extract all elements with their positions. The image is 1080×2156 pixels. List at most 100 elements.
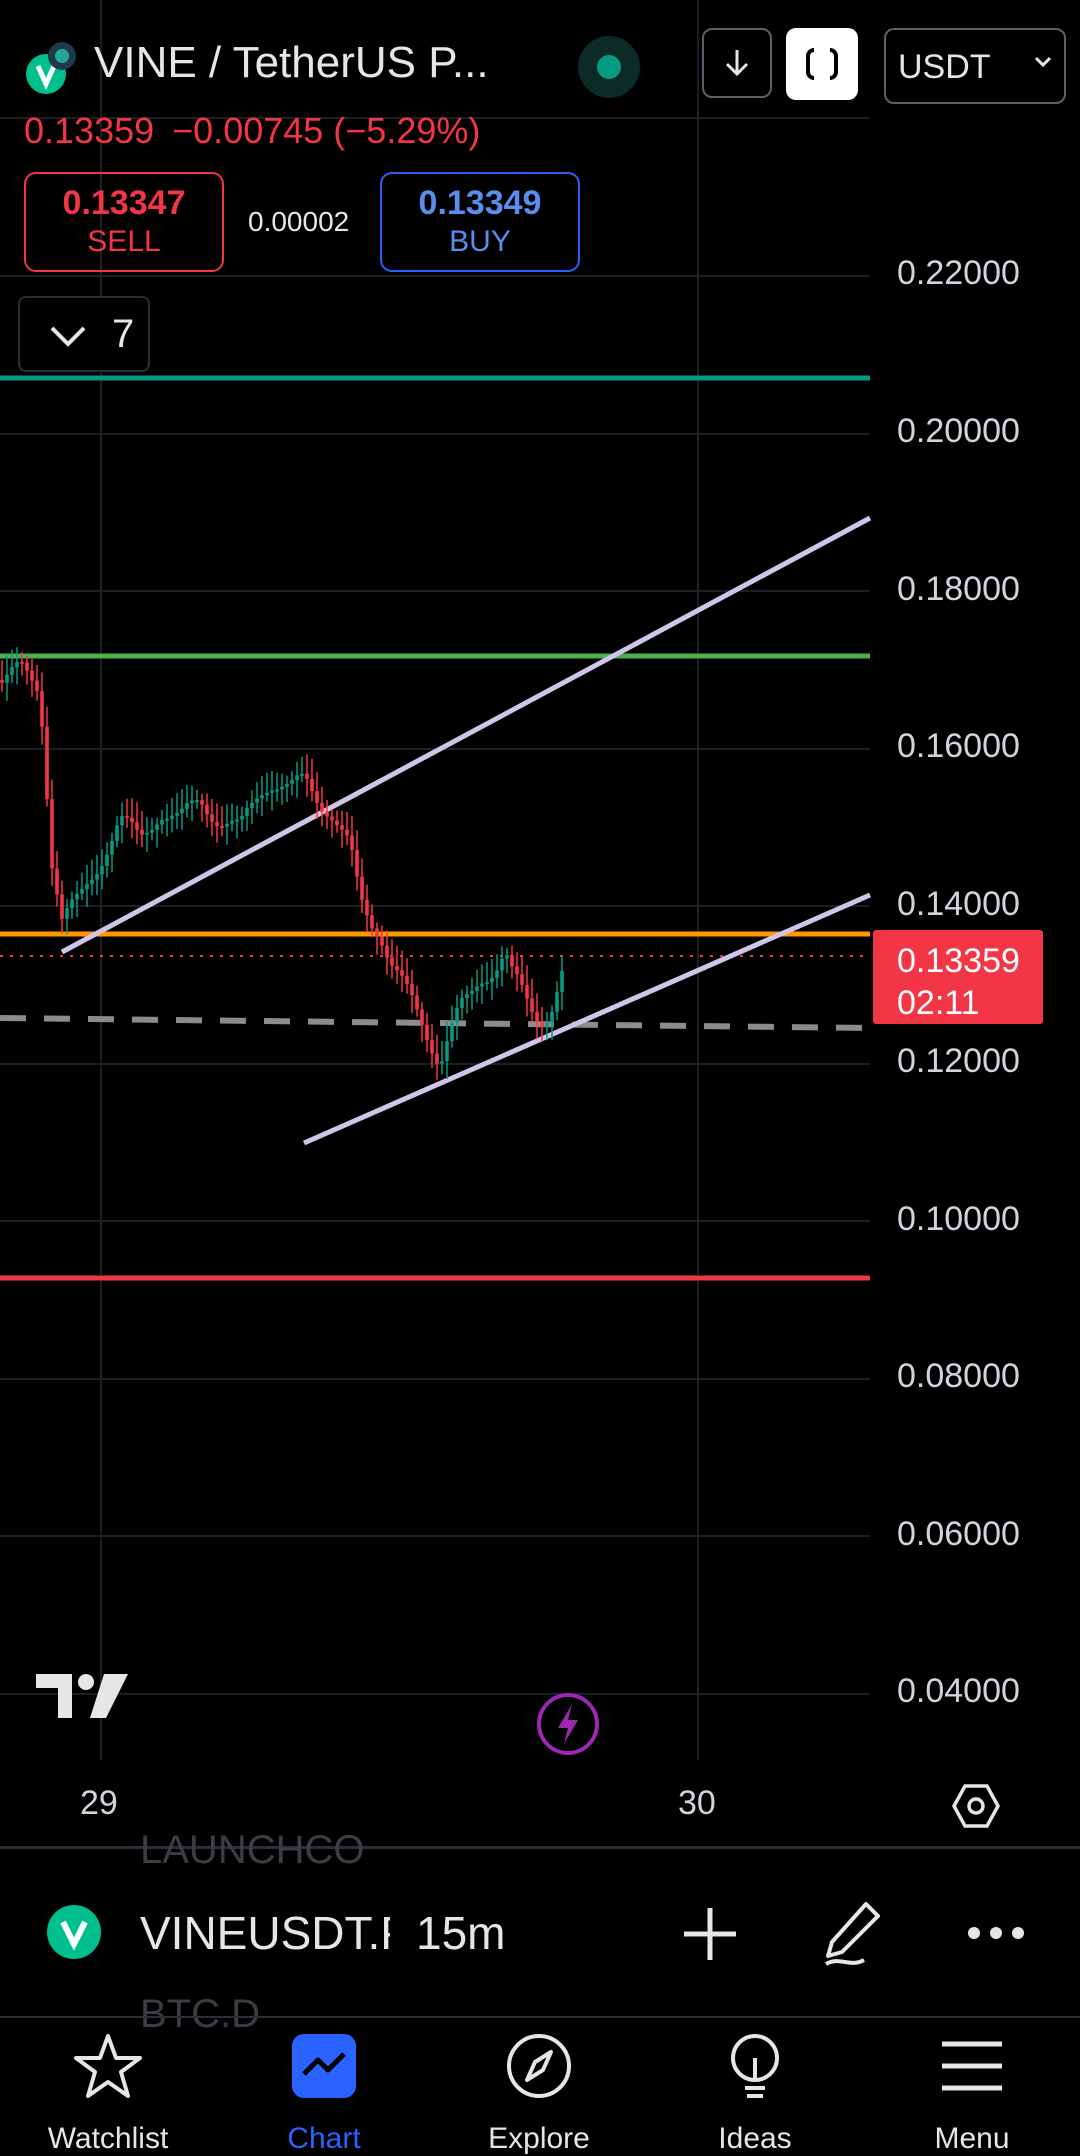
currency-select[interactable]: USDT <box>884 28 1066 104</box>
candle-body <box>475 986 479 991</box>
divider <box>0 2016 1080 2018</box>
candle-body <box>160 819 164 825</box>
channel-upper[interactable] <box>60 515 872 955</box>
candle-body <box>45 726 49 800</box>
dashed-trendline[interactable] <box>0 1015 871 1031</box>
candle-body <box>510 955 514 967</box>
channel-lower[interactable] <box>302 892 872 1146</box>
candle-body <box>355 850 359 877</box>
chevron-down-icon <box>1034 56 1052 68</box>
symbol-title[interactable]: VINE / TetherUS P... <box>94 38 489 87</box>
faded-watchlist-item: BTC.D <box>140 1992 260 2036</box>
candle-body <box>260 795 264 799</box>
candle-body <box>560 970 564 993</box>
currency-value: USDT <box>898 48 991 86</box>
fullscreen-button[interactable] <box>786 28 858 100</box>
candle-body <box>125 816 129 819</box>
x-tick: 29 <box>80 1784 118 1822</box>
candle-body <box>10 667 14 675</box>
candle-body <box>75 893 79 900</box>
chart-icon <box>292 2034 356 2098</box>
candle-body <box>290 779 294 784</box>
fullscreen-icon <box>806 46 838 82</box>
y-tick: 0.20000 <box>897 412 1020 450</box>
buy-label: BUY <box>449 225 511 258</box>
indicators-toggle[interactable]: 7 <box>18 296 150 372</box>
y-tick: 0.22000 <box>897 254 1020 292</box>
candle-body <box>530 998 534 1012</box>
buy-button[interactable]: 0.13349 BUY <box>380 172 580 272</box>
candle-body <box>170 815 174 819</box>
nav-label: Chart <box>287 2122 361 2155</box>
candle-body <box>90 879 94 885</box>
candle-body <box>300 773 304 776</box>
candle-body <box>25 662 29 671</box>
candle-body <box>525 984 529 999</box>
candle-body <box>130 817 134 823</box>
y-tick: 0.04000 <box>897 1672 1020 1710</box>
candle-body <box>180 808 184 813</box>
candle-body <box>250 802 254 809</box>
candle-body <box>555 992 559 1012</box>
candle-body <box>55 868 59 895</box>
candle-body <box>535 1011 539 1023</box>
candle-body <box>65 908 69 919</box>
candle-body <box>140 829 144 835</box>
candle-body <box>5 674 9 683</box>
candle-body <box>505 955 509 959</box>
candle-body <box>460 998 464 1009</box>
candle-body <box>135 822 139 830</box>
candle-body <box>190 800 194 804</box>
candle-body <box>450 1022 454 1042</box>
candle-body <box>485 982 489 985</box>
candle-body <box>340 825 344 830</box>
y-tick: 0.06000 <box>897 1515 1020 1553</box>
candle-body <box>310 778 314 792</box>
symbol-name[interactable]: VINEUSDT.P <box>140 1907 390 1959</box>
candle-body <box>465 994 469 999</box>
candle-body <box>480 983 484 987</box>
more-icon[interactable] <box>966 1918 1026 1948</box>
candle-body <box>500 958 504 971</box>
last-price: 0.13359 <box>24 110 155 151</box>
candle-body <box>395 965 399 971</box>
candle-body <box>370 915 374 929</box>
chart-settings-icon[interactable] <box>950 1780 1002 1832</box>
candle-body <box>15 661 19 668</box>
candle-body <box>425 1024 429 1041</box>
candle-body <box>285 783 289 787</box>
spread-value: 0.00002 <box>248 206 350 237</box>
candle-body <box>325 811 329 817</box>
candle-body <box>375 928 379 937</box>
candle-body <box>235 819 239 822</box>
candle-body <box>120 816 124 826</box>
faded-watchlist-item: LAUNCHCO <box>140 1828 365 1872</box>
download-button[interactable] <box>702 28 772 98</box>
add-icon[interactable] <box>680 1904 740 1964</box>
market-status-indicator[interactable] <box>578 36 640 98</box>
lightning-icon[interactable] <box>536 1692 600 1756</box>
candles <box>0 647 564 1080</box>
candle-body <box>205 804 209 815</box>
candle-body <box>280 786 284 790</box>
candle-body <box>155 824 159 830</box>
candle-body <box>60 894 64 919</box>
indicators-count: 7 <box>112 312 135 356</box>
candle-body <box>320 802 324 812</box>
candle-body <box>400 970 404 976</box>
candle-body <box>255 798 259 803</box>
drawing-tools-icon[interactable] <box>820 1898 886 1968</box>
interval-selector[interactable]: 15m <box>416 1907 506 1959</box>
candle-body <box>50 799 54 869</box>
candle-body <box>345 829 349 836</box>
candle-body <box>240 816 244 820</box>
candle-body <box>185 803 189 809</box>
price-chart[interactable] <box>0 0 1080 1845</box>
sell-button[interactable]: 0.13347 SELL <box>24 172 224 272</box>
candle-body <box>40 691 44 727</box>
candle-body <box>200 800 204 805</box>
current-price-tag: 0.13359 02:11 <box>873 930 1043 1024</box>
candle-body <box>245 808 249 817</box>
candle-body <box>405 975 409 985</box>
nav-label: Watchlist <box>47 2122 169 2155</box>
